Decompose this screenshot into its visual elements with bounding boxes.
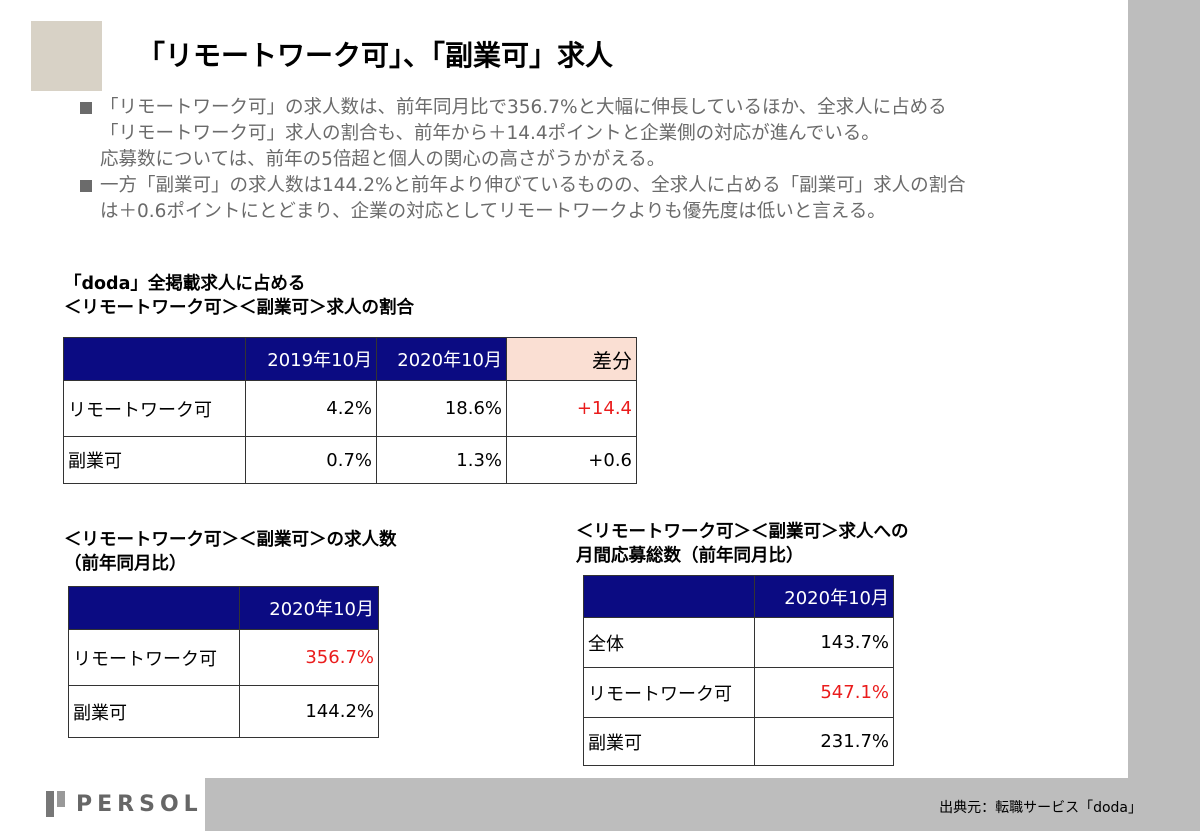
- bullet-line: 応募数については、前年の5倍超と個人の関心の高さがうかがえる。: [100, 149, 666, 170]
- table-row: リモートワーク可 356.7%: [68, 629, 379, 686]
- bullet-line: 「リモートワーク可」求人の割合も、前年から＋14.4ポイントと企業側の対応が進ん…: [100, 123, 880, 144]
- table-row: 副業可 231.7%: [583, 717, 894, 766]
- bullet-item: 「リモートワーク可」の求人数は、前年同月比で356.7%と大幅に伸長しているほか…: [80, 95, 1120, 173]
- cell-value: 547.1%: [754, 667, 894, 718]
- table-row: リモートワーク可 4.2% 18.6% +14.4: [63, 380, 637, 437]
- table1-heading-line: ＜リモートワーク可＞＜副業可＞求人の割合: [64, 298, 414, 318]
- header-cell: 2020年10月: [754, 575, 894, 618]
- job-count-table: 2020年10月 リモートワーク可 356.7% 副業可 144.2%: [68, 586, 379, 738]
- square-bullet-icon: [80, 102, 92, 114]
- source-credit: 出典元：転職サービス「doda」: [939, 800, 1142, 816]
- row-label: 全体: [583, 617, 755, 668]
- applications-table: 2020年10月 全体 143.7% リモートワーク可 547.1% 副業可 2…: [583, 575, 894, 766]
- bullet-line: は＋0.6ポイントにとどまり、企業の対応としてリモートワークよりも優先度は低いと…: [100, 201, 886, 222]
- persol-logo-icon: [46, 791, 66, 817]
- table-header-row: 2019年10月 2020年10月 差分: [63, 337, 637, 381]
- table3-heading: ＜リモートワーク可＞＜副業可＞求人への 月間応募総数（前年同月比）: [576, 520, 909, 568]
- bullet-line: 「リモートワーク可」の求人数は、前年同月比で356.7%と大幅に伸長しているほか…: [100, 97, 947, 118]
- table-row: 全体 143.7%: [583, 617, 894, 668]
- persol-logo: PERSOL: [46, 790, 203, 818]
- cell-diff: +14.4: [506, 380, 637, 437]
- footer-logo-area: [0, 778, 205, 831]
- logo-text: PERSOL: [76, 791, 203, 817]
- table3-heading-line: ＜リモートワーク可＞＜副業可＞求人への: [576, 522, 909, 542]
- cell-value: 1.3%: [376, 436, 507, 484]
- bullet-list: 「リモートワーク可」の求人数は、前年同月比で356.7%と大幅に伸長しているほか…: [80, 95, 1120, 225]
- table1-heading: 「doda」全掲載求人に占める ＜リモートワーク可＞＜副業可＞求人の割合: [64, 272, 414, 320]
- header-cell: [63, 337, 246, 381]
- table-header-row: 2020年10月: [68, 586, 379, 630]
- corner-decoration: [31, 21, 102, 91]
- table-row: 副業可 0.7% 1.3% +0.6: [63, 436, 637, 484]
- row-label: 副業可: [68, 685, 240, 738]
- table2-heading-line: ＜リモートワーク可＞＜副業可＞の求人数: [64, 530, 397, 550]
- row-label: リモートワーク可: [63, 380, 246, 437]
- bullet-line: 一方「副業可」の求人数は144.2%と前年より伸びているものの、全求人に占める「…: [100, 175, 966, 196]
- header-cell: 2020年10月: [239, 586, 379, 630]
- square-bullet-icon: [80, 180, 92, 192]
- table-header-row: 2020年10月: [583, 575, 894, 618]
- header-cell: 2020年10月: [376, 337, 507, 381]
- cell-value: 4.2%: [245, 380, 377, 437]
- cell-value: 231.7%: [754, 717, 894, 766]
- header-cell-diff: 差分: [506, 337, 637, 381]
- cell-value: 143.7%: [754, 617, 894, 668]
- cell-value: 144.2%: [239, 685, 379, 738]
- table2-heading-line: （前年同月比）: [64, 554, 187, 574]
- bullet-item: 一方「副業可」の求人数は144.2%と前年より伸びているものの、全求人に占める「…: [80, 173, 1120, 225]
- row-label: リモートワーク可: [583, 667, 755, 718]
- table1-heading-line: 「doda」全掲載求人に占める: [64, 274, 306, 294]
- header-cell: [68, 586, 240, 630]
- cell-value: 18.6%: [376, 380, 507, 437]
- row-label: リモートワーク可: [68, 629, 240, 686]
- slide-title: 「リモートワーク可」、「副業可」求人: [137, 39, 614, 72]
- share-table: 2019年10月 2020年10月 差分 リモートワーク可 4.2% 18.6%…: [63, 337, 637, 484]
- slide: 「リモートワーク可」、「副業可」求人 「リモートワーク可」の求人数は、前年同月比…: [0, 0, 1128, 778]
- table-row: リモートワーク可 547.1%: [583, 667, 894, 718]
- cell-value: 356.7%: [239, 629, 379, 686]
- row-label: 副業可: [583, 717, 755, 766]
- header-cell: 2019年10月: [245, 337, 377, 381]
- row-label: 副業可: [63, 436, 246, 484]
- table-row: 副業可 144.2%: [68, 685, 379, 738]
- cell-diff: +0.6: [506, 436, 637, 484]
- header-cell: [583, 575, 755, 618]
- table3-heading-line: 月間応募総数（前年同月比）: [576, 546, 804, 566]
- cell-value: 0.7%: [245, 436, 377, 484]
- table2-heading: ＜リモートワーク可＞＜副業可＞の求人数 （前年同月比）: [64, 528, 397, 576]
